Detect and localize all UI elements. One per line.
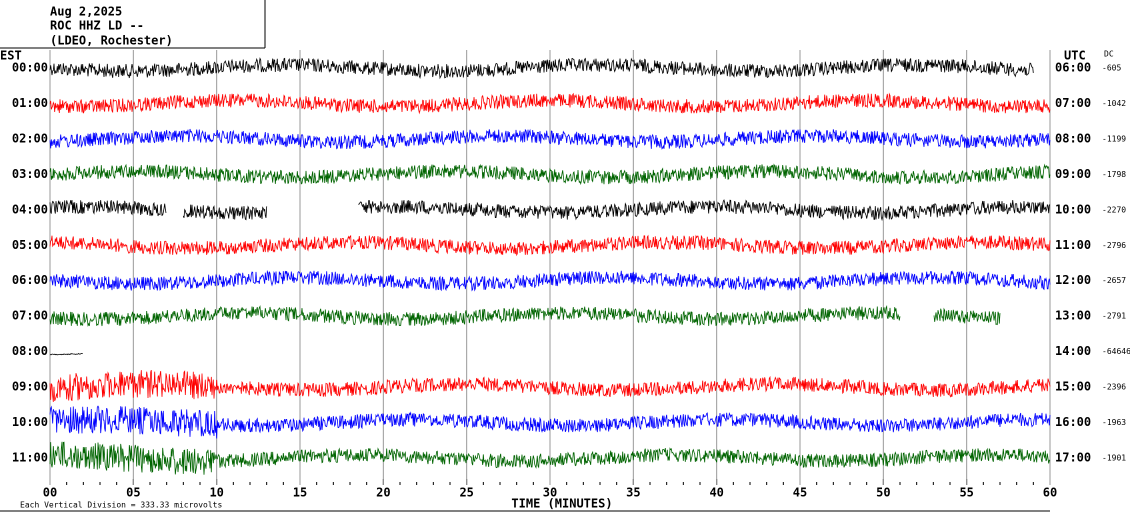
dc-label: -1963 (1102, 418, 1126, 427)
title-line: (LDEO, Rochester) (50, 34, 173, 48)
utc-label: 16:00 (1055, 415, 1091, 429)
trace (49, 234, 1051, 257)
dc-label: -1798 (1102, 170, 1126, 179)
dc-label: -1042 (1102, 99, 1126, 108)
est-label: 11:00 (12, 450, 48, 464)
dc-label: -1901 (1102, 453, 1126, 462)
title-line: Aug 2,2025 (50, 5, 122, 19)
x-tick-label: 25 (459, 486, 473, 500)
right-header: UTC (1064, 49, 1086, 63)
x-tick-label: 15 (293, 486, 307, 500)
trace (49, 369, 1051, 402)
x-tick-label: 55 (959, 486, 973, 500)
utc-label: 11:00 (1055, 238, 1091, 252)
est-label: 03:00 (12, 167, 48, 181)
trace (49, 304, 1001, 327)
dc-header: DC (1104, 50, 1114, 59)
trace (49, 128, 1051, 150)
utc-label: 17:00 (1055, 450, 1091, 464)
left-header: EST (0, 49, 22, 63)
utc-label: 07:00 (1055, 96, 1091, 110)
x-tick-label: 45 (793, 486, 807, 500)
trace (49, 163, 1051, 186)
utc-label: 12:00 (1055, 273, 1091, 287)
trace (49, 352, 83, 356)
utc-label: 15:00 (1055, 380, 1091, 394)
dc-label: -2791 (1102, 312, 1126, 321)
dc-label: -605 (1102, 64, 1121, 73)
dc-label: -646468 (1102, 347, 1130, 356)
x-tick-label: 40 (709, 486, 723, 500)
x-tick-label: 05 (126, 486, 140, 500)
dc-label: -1199 (1102, 134, 1126, 143)
trace (49, 199, 1051, 222)
trace (49, 441, 1051, 475)
dc-label: -2796 (1102, 241, 1126, 250)
utc-label: 06:00 (1055, 61, 1091, 75)
x-tick-label: 00 (43, 486, 57, 500)
trace (49, 269, 1051, 292)
x-tick-label: 30 (543, 486, 557, 500)
est-label: 09:00 (12, 380, 48, 394)
dc-label: -2270 (1102, 205, 1126, 214)
utc-label: 09:00 (1055, 167, 1091, 181)
est-label: 01:00 (12, 96, 48, 110)
est-label: 08:00 (12, 344, 48, 358)
est-label: 10:00 (12, 415, 48, 429)
x-tick-label: 20 (376, 486, 390, 500)
x-tick-label: 60 (1043, 486, 1057, 500)
est-label: 05:00 (12, 238, 48, 252)
x-tick-label: 50 (876, 486, 890, 500)
title-line: ROC HHZ LD -- (50, 19, 144, 33)
x-tick-label: 10 (209, 486, 223, 500)
x-axis-label: TIME (MINUTES) (511, 497, 612, 511)
trace (49, 57, 1034, 80)
est-label: 02:00 (12, 131, 48, 145)
est-label: 04:00 (12, 202, 48, 216)
trace (49, 92, 1051, 115)
est-label: 07:00 (12, 309, 48, 323)
utc-label: 14:00 (1055, 344, 1091, 358)
est-label: 06:00 (12, 273, 48, 287)
utc-label: 10:00 (1055, 202, 1091, 216)
footer: Each Vertical Division = 333.33 microvol… (20, 501, 222, 510)
utc-label: 13:00 (1055, 309, 1091, 323)
x-tick-label: 35 (626, 486, 640, 500)
dc-label: -2657 (1102, 276, 1126, 285)
trace (49, 405, 1051, 439)
utc-label: 08:00 (1055, 131, 1091, 145)
dc-label: -2396 (1102, 383, 1126, 392)
est-label: 00:00 (12, 61, 48, 75)
